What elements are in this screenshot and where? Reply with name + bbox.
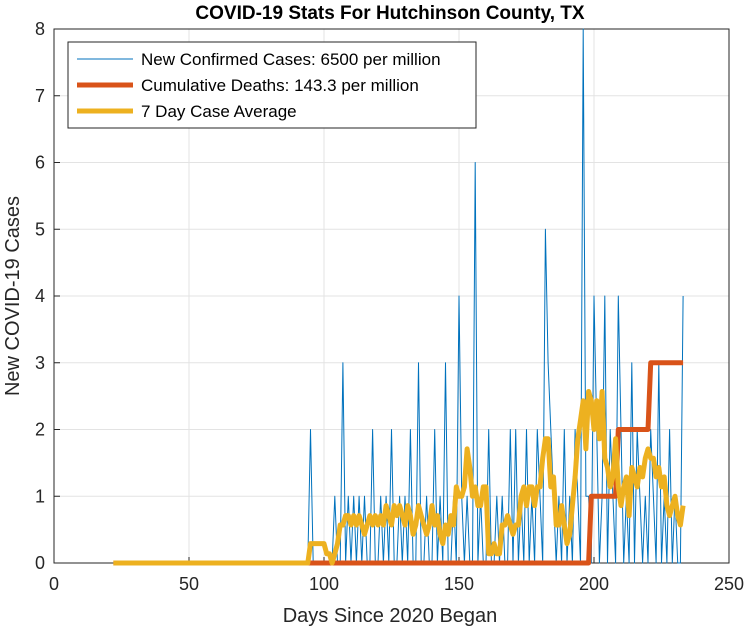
y-axis-label: New COVID-19 Cases: [2, 196, 24, 396]
y-tick-label: 4: [35, 286, 45, 306]
x-tick-label: 100: [309, 574, 339, 594]
y-tick-label: 0: [35, 553, 45, 573]
chart-title: COVID-19 Stats For Hutchinson County, TX: [195, 3, 584, 24]
x-tick-label: 50: [179, 574, 199, 594]
y-tick-label: 3: [35, 353, 45, 373]
x-tick-label: 200: [579, 574, 609, 594]
series-line-3: [113, 389, 686, 566]
legend-label: 7 Day Case Average: [141, 102, 297, 121]
legend: New Confirmed Cases: 6500 per million Cum…: [67, 41, 477, 129]
legend-label: New Confirmed Cases: 6500 per million: [141, 50, 441, 69]
axis-ticks: 0 50 100 150 200 250 0 1 2 3 4 5 6 7 8: [35, 19, 744, 594]
y-tick-label: 1: [35, 486, 45, 506]
legend-label: Cumulative Deaths: 143.3 per million: [141, 76, 419, 95]
y-tick-label: 6: [35, 153, 45, 173]
y-tick-label: 8: [35, 19, 45, 39]
legend-box: [67, 41, 477, 129]
x-tick-label: 0: [49, 574, 59, 594]
y-tick-label: 7: [35, 86, 45, 106]
y-tick-label: 2: [35, 420, 45, 440]
x-tick-label: 250: [714, 574, 744, 594]
series-lines: [113, 28, 686, 566]
x-tick-label: 150: [444, 574, 474, 594]
series-line-2: [113, 360, 684, 566]
y-tick-label: 5: [35, 219, 45, 239]
x-axis-label: Days Since 2020 Began: [283, 605, 498, 627]
